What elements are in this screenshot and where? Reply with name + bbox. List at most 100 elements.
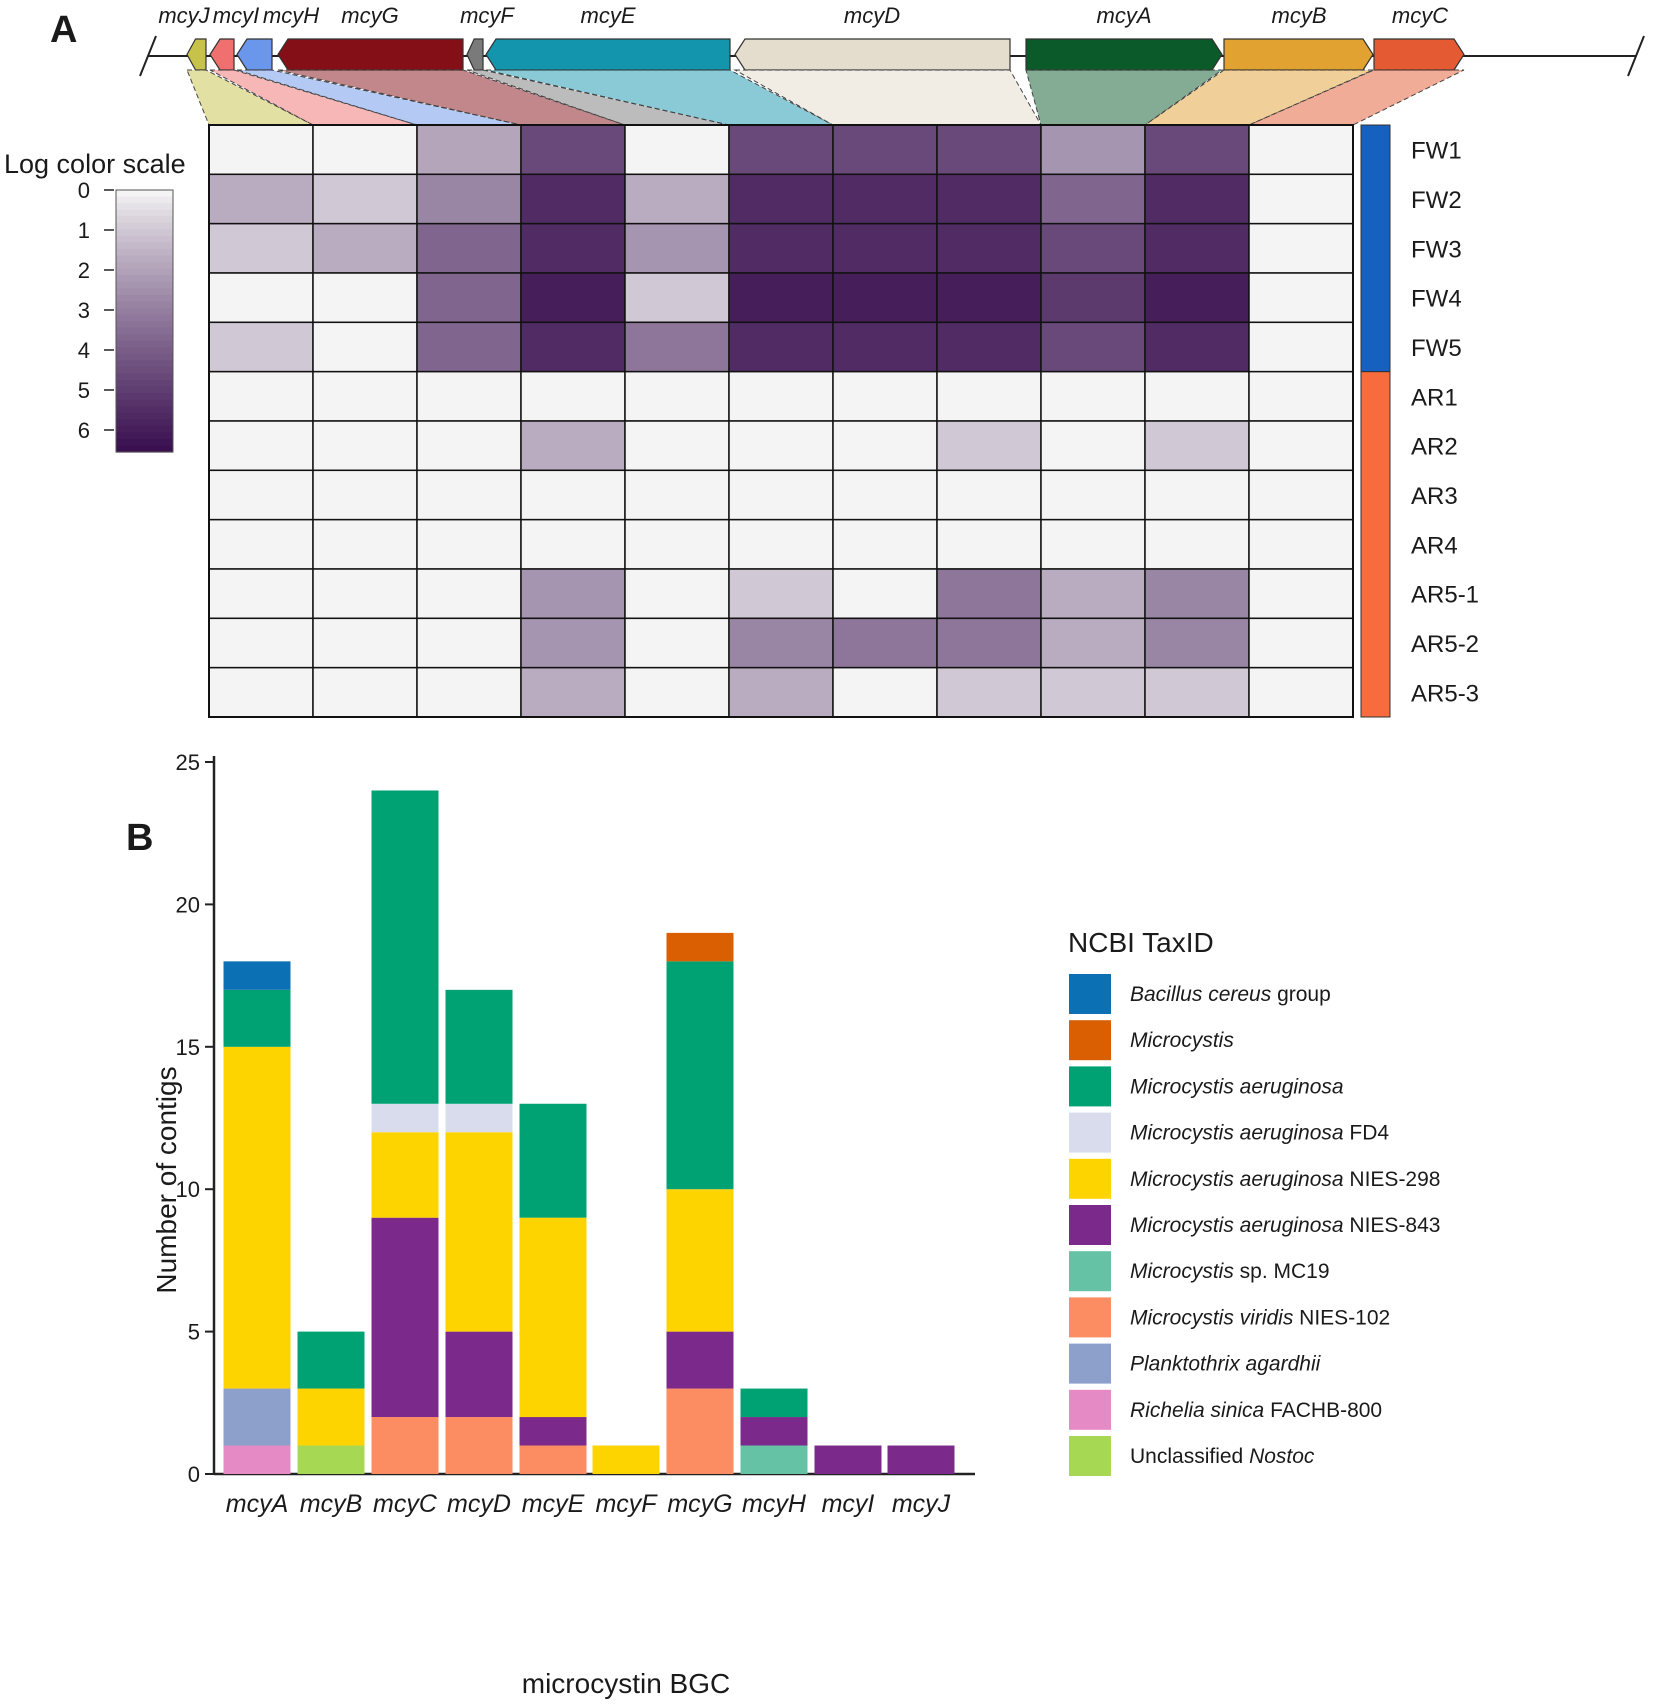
heat-cell-ar4-mcyd-2 [936, 518, 1042, 570]
panel-label-a: A [50, 9, 77, 51]
heat-cell-fw1-mcyf [624, 124, 730, 176]
y-axis-title: Number of contigs [151, 1066, 182, 1293]
heat-cell-ar5-3-mcyf [624, 666, 730, 718]
color-scale-step [116, 419, 173, 427]
color-scale-step [116, 314, 173, 322]
heat-cell-fw1-mcya [1040, 124, 1146, 176]
bar-segment-mcyc-microcystis-viridis-nies-102 [371, 1417, 439, 1474]
bar-segment-mcyf-microcystis-aeruginosa-nies-298 [592, 1445, 660, 1474]
heat-cell-fw4-mcyb [1144, 272, 1250, 324]
color-scale-step [116, 399, 173, 407]
heat-cell-fw5-mcyd-1 [832, 321, 938, 373]
heat-cell-ar5-2-mcye [728, 617, 834, 669]
gene-label-mcyh: mcyH [263, 3, 319, 28]
heat-cell-ar2-mcyd-1 [832, 420, 938, 472]
color-scale-step [116, 242, 173, 250]
x-tick-label-mcyc: mcyC [373, 1490, 438, 1518]
heat-cell-ar4-mcyh [416, 518, 522, 570]
heat-cell-fw4-mcyg [520, 272, 626, 324]
x-tick-label-mcye: mcyE [522, 1490, 585, 1518]
color-scale-step [116, 235, 173, 243]
heat-cell-ar5-2-mcyg [520, 617, 626, 669]
bar-segment-mcya-microcystis-aeruginosa-nies-298 [223, 1046, 291, 1389]
legend-swatch-microcystis-aeruginosa-nies-843 [1069, 1205, 1111, 1245]
heat-cell-ar4-mcyj [208, 518, 314, 570]
bar-segment-mcyd-microcystis-aeruginosa-fd4 [445, 1103, 513, 1133]
bar-segment-mcyg-microcystis-aeruginosa-nies-298 [666, 1189, 734, 1332]
heat-cell-fw5-mcyd-2 [936, 321, 1042, 373]
color-scale-step [116, 445, 173, 453]
bar-segment-mcyd-microcystis-viridis-nies-102 [445, 1417, 513, 1474]
bar-segment-mcya-planktothrix-agardhii [223, 1388, 291, 1446]
heat-cell-fw1-mcyg [520, 124, 626, 176]
bar-segment-mcyg-microcystis-aeruginosa [666, 961, 734, 1190]
heat-cell-ar3-mcyd-1 [832, 469, 938, 521]
legend-label-microcystis-sp-mc19: Microcystis sp. MC19 [1130, 1260, 1330, 1283]
bar-segment-mcye-microcystis-viridis-nies-102 [519, 1445, 587, 1474]
color-scale-step [116, 248, 173, 257]
legend-label-unclassified-nostoc: Unclassified Nostoc [1130, 1445, 1315, 1468]
color-scale-step [116, 373, 173, 381]
heat-cell-ar5-2-mcyi [312, 617, 418, 669]
heat-cell-fw4-mcyd-1 [832, 272, 938, 324]
heat-cell-fw5-mcyi [312, 321, 418, 373]
heatmap [208, 124, 1354, 718]
color-scale-step [116, 196, 173, 204]
heat-cell-ar5-2-mcyf [624, 617, 730, 669]
row-label-ar3: AR3 [1411, 483, 1458, 510]
heat-cell-fw3-mcyj [208, 222, 314, 274]
x-tick-label-mcyf: mcyF [595, 1490, 658, 1518]
x-tick-label-mcyg: mcyG [667, 1490, 732, 1518]
heat-cell-ar1-mcyi [312, 370, 418, 422]
heat-cell-ar1-mcyf [624, 370, 730, 422]
heat-cell-fw2-mcyb [1144, 173, 1250, 225]
heat-cell-fw1-mcyi [312, 124, 418, 176]
color-scale-step [116, 327, 173, 335]
legend-label-planktothrix-agardhii: Planktothrix agardhii [1130, 1353, 1322, 1376]
row-group-bar-ar [1360, 371, 1391, 718]
bar-segment-mcyb-microcystis-aeruginosa [297, 1331, 365, 1389]
bar-segment-mcya-richelia-sinica-fachb-800 [223, 1445, 291, 1474]
row-label-fw5: FW5 [1411, 335, 1462, 362]
color-scale-step [116, 406, 173, 414]
row-group-bar-fw [1360, 124, 1391, 373]
bar-segment-mcyc-microcystis-aeruginosa [371, 790, 439, 1104]
color-scale-step [116, 307, 173, 316]
heat-cell-fw3-mcye [728, 222, 834, 274]
legend-title: NCBI TaxID [1068, 927, 1214, 958]
row-label-fw2: FW2 [1411, 187, 1462, 214]
bar-segment-mcye-microcystis-aeruginosa-nies-843 [519, 1417, 587, 1446]
heat-cell-ar2-mcyh [416, 420, 522, 472]
heat-cell-fw3-mcyb [1144, 222, 1250, 274]
x-tick-label-mcyh: mcyH [742, 1490, 807, 1518]
color-scale-step [116, 334, 173, 342]
color-scale-legend: Log color scale 0 1 2 3 4 5 6 [4, 149, 186, 453]
row-label-fw1: FW1 [1411, 138, 1462, 165]
legend-label-richelia-sinica-fachb-800: Richelia sinica FACHB-800 [1130, 1399, 1382, 1422]
taxid-legend: NCBI TaxID Bacillus cereus group Microcys… [1068, 927, 1440, 1476]
gene-arrow-mcye [485, 38, 731, 71]
heat-cell-fw1-mcyh [416, 124, 522, 176]
heat-cell-ar5-3-mcyh [416, 666, 522, 718]
heat-cell-fw4-mcyd-2 [936, 272, 1042, 324]
bar-segment-mcyh-microcystis-aeruginosa [740, 1388, 808, 1418]
heat-cell-fw3-mcyf [624, 222, 730, 274]
color-scale-step [116, 366, 173, 374]
gene-track-break-left [139, 35, 157, 77]
heat-cell-fw5-mcye [728, 321, 834, 373]
heat-cell-ar4-mcyf [624, 518, 730, 570]
heat-cell-fw5-mcyg [520, 321, 626, 373]
color-scale-step [116, 340, 173, 348]
color-scale-step [116, 209, 173, 217]
bar-segment-mcyb-unclassified-nostoc [297, 1445, 365, 1474]
gene-arrow-mcyc [1373, 38, 1465, 71]
gene-track-break-right [1627, 35, 1645, 77]
color-scale-step [116, 288, 173, 296]
heat-cell-ar5-1-mcyc [1248, 568, 1354, 620]
color-scale-step [116, 438, 173, 447]
gene-wedge-mcyc [1248, 69, 1465, 126]
heat-cell-fw4-mcyf [624, 272, 730, 324]
bar-segment-mcye-microcystis-aeruginosa [519, 1103, 587, 1218]
heat-cell-ar5-3-mcya [1040, 666, 1146, 718]
